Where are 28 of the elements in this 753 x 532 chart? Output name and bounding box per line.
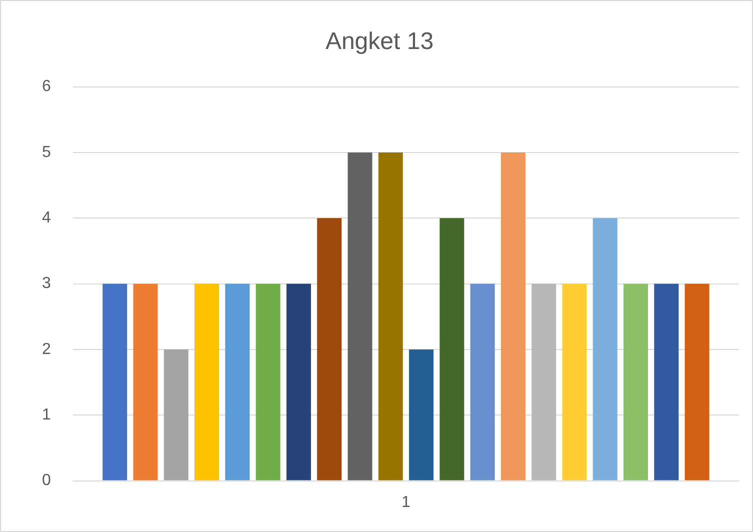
bar <box>164 349 188 480</box>
bar <box>409 349 434 480</box>
bar <box>684 284 710 480</box>
bar <box>378 152 403 480</box>
bar <box>286 284 311 480</box>
y-tick-label: 4 <box>42 210 51 227</box>
bar <box>317 218 342 480</box>
bar <box>225 284 250 480</box>
y-tick-label: 6 <box>42 78 51 96</box>
bar <box>500 152 526 480</box>
y-tick-label: 1 <box>42 406 51 424</box>
bar <box>532 284 556 480</box>
bar <box>194 284 220 480</box>
bar <box>470 284 495 480</box>
bar <box>592 218 618 480</box>
y-tick-label: 3 <box>42 275 51 292</box>
bar <box>102 284 128 480</box>
bar <box>624 284 648 480</box>
y-tick-label: 5 <box>42 144 51 161</box>
bar <box>256 284 280 480</box>
y-tick-label: 0 <box>42 472 51 490</box>
bar <box>440 218 464 480</box>
y-tick-label: 2 <box>42 340 51 358</box>
chart-title: Angket 13 <box>325 28 434 56</box>
bar <box>348 152 372 480</box>
bar <box>562 284 587 480</box>
bar <box>133 284 158 480</box>
bar <box>654 284 679 480</box>
